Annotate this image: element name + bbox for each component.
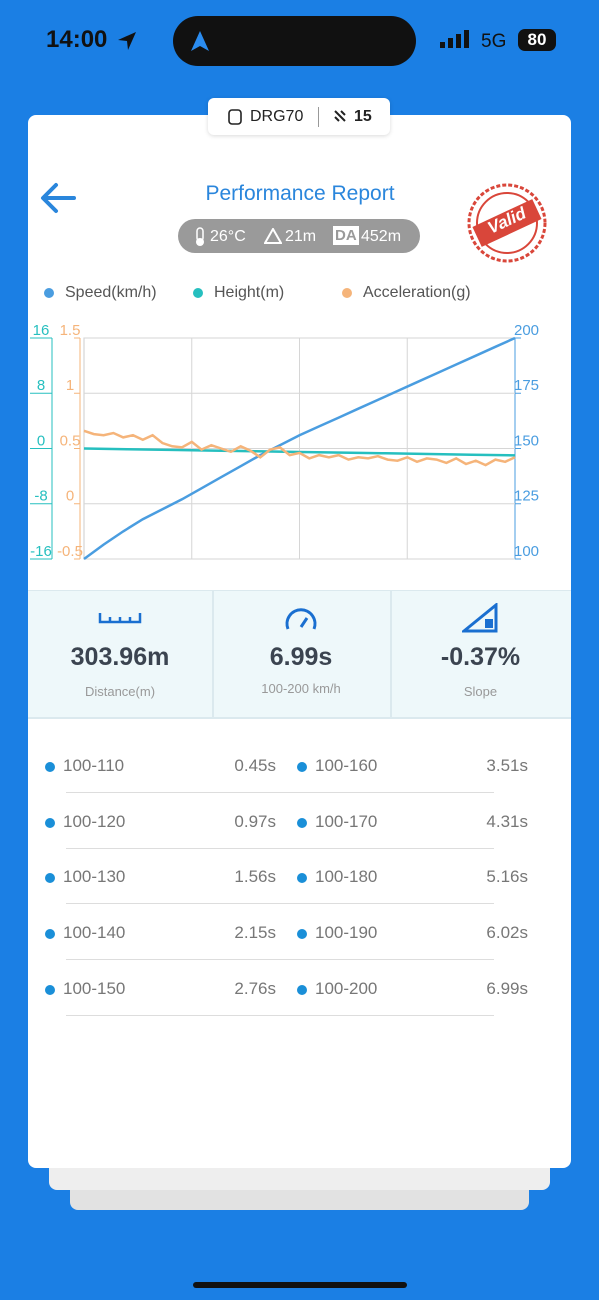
split-time: 2.15s	[234, 923, 276, 943]
temperature: 26°C	[210, 228, 246, 245]
nav-icon	[191, 31, 209, 51]
legend-label: Acceleration(g)	[363, 284, 471, 301]
battery: 80	[518, 29, 556, 51]
valid-stamp: Valid	[466, 182, 548, 264]
legend-dot	[193, 288, 203, 298]
location-icon	[118, 32, 136, 50]
series-line	[83, 336, 516, 561]
slope-icon	[462, 603, 498, 633]
separator	[66, 847, 494, 849]
split-range: 100-150	[63, 978, 126, 998]
split-time: 2.76s	[234, 978, 276, 998]
split-range: 100-120	[63, 811, 126, 831]
divider	[390, 591, 392, 717]
bullet	[297, 762, 307, 772]
split-time: 3.51s	[486, 756, 528, 775]
bullet	[45, 929, 55, 940]
device-pill[interactable]: DRG70 15	[208, 98, 390, 135]
home-indicator	[193, 1282, 407, 1288]
conditions-pill: 26°C 21m DA 452m	[178, 219, 420, 253]
tick-label: 200	[514, 322, 539, 339]
tick-label: 1	[66, 377, 74, 394]
bullet	[297, 929, 307, 940]
device-name: DRG70	[250, 108, 304, 125]
da-badge: DA	[333, 226, 359, 245]
split-range: 100-130	[63, 867, 126, 887]
separator	[66, 959, 494, 961]
status-bar: 14:00 5G 80	[0, 0, 599, 80]
tick-label: -16	[30, 543, 52, 560]
bullet	[297, 984, 307, 995]
stat-label: Slope	[463, 684, 498, 699]
split-time: 5.16s	[486, 867, 528, 887]
tick-label: 16	[33, 322, 50, 339]
bullet	[45, 873, 55, 884]
satellites: 15	[354, 108, 372, 125]
stat-value: -0.37%	[440, 643, 521, 671]
separator	[66, 903, 494, 905]
back-button[interactable]	[40, 182, 78, 214]
clock: 14:00	[46, 26, 108, 53]
split-range: 100-140	[63, 923, 126, 943]
altitude: 21m	[285, 228, 317, 245]
split-time: 4.31s	[486, 811, 528, 831]
stats-band: 303.96m Distance(m) 6.99s 100-200 km/h -0.37…	[28, 590, 571, 719]
series-line	[83, 429, 516, 467]
tick-label: 0.5	[60, 432, 81, 449]
bullet	[45, 984, 55, 995]
divider	[212, 591, 214, 717]
distance-icon	[98, 613, 142, 624]
device-icon	[228, 109, 242, 125]
tick-label: 100	[514, 543, 539, 560]
legend-label: Height(m)	[214, 284, 284, 301]
tick-label: 8	[37, 377, 45, 394]
split-time: 6.02s	[486, 923, 528, 943]
splits-list: 100-110 0.45s 100-160 3.51s 100-120 0.97s 100-…	[0, 738, 599, 1038]
tick-label: -8	[34, 488, 47, 505]
split-range: 100-170	[315, 811, 378, 831]
bullet	[297, 873, 307, 884]
tick-label: 1.5	[60, 322, 81, 339]
satellite-icon	[334, 110, 346, 122]
split-time: 1.56s	[234, 867, 276, 887]
legend-dot	[44, 288, 54, 298]
legend-label: Speed(km/h)	[65, 284, 157, 301]
split-range: 100-190	[315, 923, 378, 943]
tick-label: 125	[514, 488, 539, 505]
divider	[318, 107, 319, 127]
stat-value: 6.99s	[269, 643, 333, 671]
speed-icon	[285, 608, 317, 630]
legend-dot	[342, 288, 352, 298]
split-time: 6.99s	[486, 978, 528, 998]
bullet	[45, 817, 55, 828]
chart: Speed(km/h) Height(m) Acceleration(g) -16 -8…	[30, 284, 539, 561]
stat-label: Distance(m)	[84, 684, 156, 699]
tick-label: -0.5	[57, 543, 83, 560]
split-range: 100-200	[315, 978, 378, 998]
network: 5G	[481, 31, 507, 52]
bullet	[45, 762, 55, 772]
title: Performance Report	[205, 182, 395, 205]
density-altitude: 452m	[361, 228, 402, 245]
stamp-ring	[467, 183, 547, 263]
stat-label: 100-200 km/h	[261, 681, 341, 696]
split-range: 100-110	[63, 756, 125, 775]
tick-label: 0	[37, 432, 45, 449]
thermometer-icon	[196, 227, 204, 246]
tick-label: 0	[66, 488, 74, 505]
split-time: 0.97s	[234, 811, 276, 831]
split-time: 0.45s	[234, 756, 276, 775]
split-range: 100-160	[315, 756, 378, 775]
separator	[66, 1014, 494, 1016]
tick-label: 175	[514, 377, 539, 394]
signal-icon	[440, 30, 469, 48]
split-range: 100-180	[315, 867, 378, 887]
altitude-icon	[264, 228, 282, 244]
tick-label: 150	[514, 432, 539, 449]
dynamic-island	[173, 16, 416, 66]
separator	[66, 792, 494, 793]
bullet	[297, 817, 307, 828]
stat-value: 303.96m	[70, 643, 170, 671]
